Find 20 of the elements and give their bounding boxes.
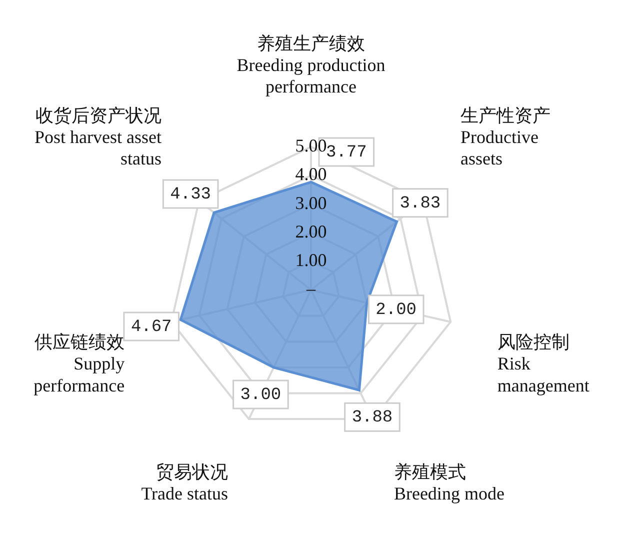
y-tick-label: 2.00 [295, 221, 327, 242]
spoke-label: 供应链绩效 Supply performance [34, 332, 125, 396]
spoke-label: 养殖生产绩效 Breeding production performance [236, 34, 386, 97]
data-label: 3.00 [240, 386, 282, 405]
data-label: 2.00 [376, 300, 416, 320]
y-tick-label: 3.00 [295, 192, 327, 213]
spoke-label: 生产性资产 Productive assets [460, 106, 550, 169]
spoke-label: 养殖模式 Breeding mode [394, 462, 504, 504]
data-label: 3.88 [352, 408, 393, 428]
data-label: 4.67 [130, 318, 172, 337]
y-tick-label: 1.00 [295, 250, 327, 270]
y-tick-label: 5.00 [295, 136, 327, 156]
data-label: 3.83 [400, 194, 441, 214]
spoke-label: 贸易状况 Trade status [141, 462, 228, 504]
data-label: 3.77 [326, 144, 367, 163]
data-label: 4.33 [170, 185, 211, 204]
y-tick-label: – [306, 278, 316, 299]
y-tick-label: 4.00 [295, 164, 327, 184]
spoke-label: 收货后资产状况 Post harvest asset status [34, 106, 162, 169]
spoke-label: 风险控制 Risk management [497, 332, 590, 396]
